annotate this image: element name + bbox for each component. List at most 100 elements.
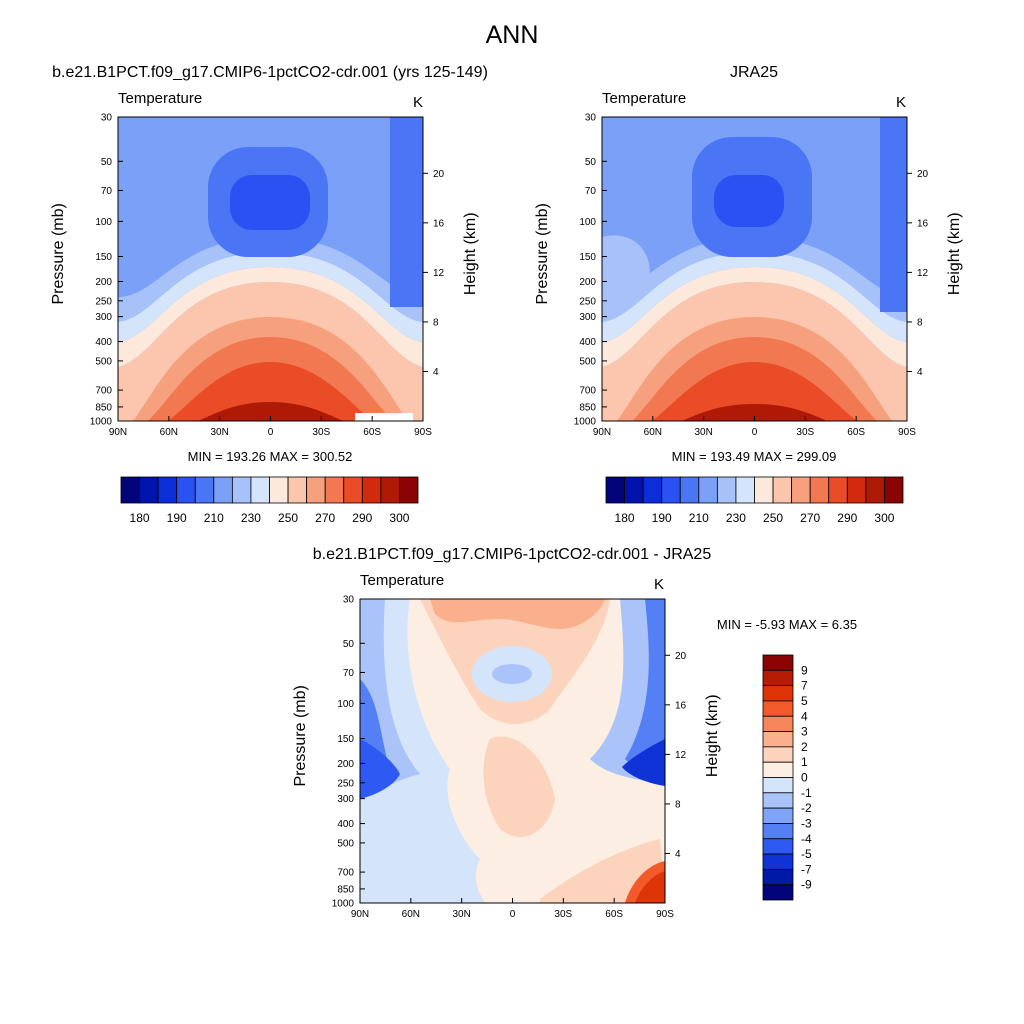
colorbar-box xyxy=(762,685,794,702)
colorbar-label: 1 xyxy=(801,755,808,769)
colorbar-label: 300 xyxy=(389,511,409,525)
colorbar-label: 230 xyxy=(726,511,746,525)
y-tick-label: 850 xyxy=(337,884,354,895)
x-tick-label: 30S xyxy=(312,427,330,438)
y2-tick-label: 4 xyxy=(433,367,439,378)
colorbar-box xyxy=(269,476,289,504)
minmax-label: MIN = 193.49 MAX = 299.09 xyxy=(672,449,837,464)
field-band xyxy=(118,237,423,322)
y-tick-label: 200 xyxy=(579,277,596,288)
colorbar-box xyxy=(762,761,794,778)
y2-tick-label: 8 xyxy=(675,799,681,810)
x-tick-label: 60S xyxy=(363,427,381,438)
colorbar-box xyxy=(624,476,644,504)
field-band xyxy=(602,252,907,342)
colorbar-box xyxy=(809,476,830,504)
colorbar-box xyxy=(828,476,848,504)
colorbar-box xyxy=(661,476,681,504)
colorbar-box xyxy=(865,476,885,504)
field-band xyxy=(652,362,857,421)
x-tick-label: 90N xyxy=(593,427,611,438)
colorbar-box xyxy=(762,807,794,824)
colorbar-label: 250 xyxy=(278,511,298,525)
colorbar-box xyxy=(380,476,400,504)
colorbar-label: 5 xyxy=(801,694,808,708)
colorbar-label: 270 xyxy=(800,511,820,525)
y-tick-label: 500 xyxy=(579,356,596,367)
y2-tick-label: 16 xyxy=(917,218,929,229)
colorbar-box xyxy=(884,476,904,504)
colorbar-box xyxy=(176,476,196,504)
panel-title: b.e21.B1PCT.f09_g17.CMIP6-1pctCO2-cdr.00… xyxy=(313,546,712,563)
y-tick-label: 300 xyxy=(95,312,112,323)
y2-tick-label: 4 xyxy=(675,849,681,860)
colorbar-label: -3 xyxy=(801,816,812,830)
panel-obs: JRA25 Temperature K MIN = 193.49 xyxy=(534,64,963,525)
y-tick-label: 100 xyxy=(337,699,354,710)
y-tick-label: 150 xyxy=(337,734,354,745)
y-tick-label: 1000 xyxy=(332,899,355,910)
colorbar-label: 230 xyxy=(241,511,261,525)
x-tick-label: 60N xyxy=(160,427,178,438)
y2-tick-label: 20 xyxy=(433,169,445,180)
y-tick-label: 30 xyxy=(101,113,113,124)
colorbar-label: -5 xyxy=(801,847,812,861)
y-tick-label: 50 xyxy=(343,639,355,650)
minmax-label: MIN = -5.93 MAX = 6.35 xyxy=(717,617,857,632)
colorbar-label: 300 xyxy=(874,511,894,525)
y-tick-label: 70 xyxy=(343,668,355,679)
colorbar-box xyxy=(762,731,794,748)
y2-axis-title: Height (km) xyxy=(946,212,963,295)
y-tick-label: 700 xyxy=(337,868,354,879)
colorbar-box xyxy=(762,654,794,671)
y-tick-label: 1000 xyxy=(90,417,113,428)
colorbar-box xyxy=(306,476,326,504)
colorbar-label: 190 xyxy=(167,511,187,525)
colorbar-box xyxy=(762,884,794,901)
colorbar-box xyxy=(762,853,794,870)
field-band xyxy=(714,175,784,227)
x-tick-label: 0 xyxy=(752,427,758,438)
colorbar-label: 9 xyxy=(801,663,808,677)
colorbar-label: -2 xyxy=(801,801,812,815)
y-tick-label: 250 xyxy=(579,296,596,307)
y-tick-label: 250 xyxy=(95,296,112,307)
x-tick-label: 90S xyxy=(414,427,432,438)
colorbar-label: 270 xyxy=(315,511,335,525)
y-tick-label: 30 xyxy=(585,113,597,124)
colorbar-label: -4 xyxy=(801,832,812,846)
field-band xyxy=(602,267,907,367)
y2-axis-title: Height (km) xyxy=(462,212,479,295)
field-band xyxy=(360,739,400,799)
y-tick-label: 250 xyxy=(337,778,354,789)
plot-area xyxy=(117,116,424,422)
colorbar-label: 180 xyxy=(615,511,635,525)
y-tick-label: 850 xyxy=(95,402,112,413)
plot-area xyxy=(359,598,666,904)
y-tick-label: 400 xyxy=(95,337,112,348)
plot-area xyxy=(601,116,908,422)
colorbar: 9 754 321 0-1-2-3 -4-5-7 -9 xyxy=(762,654,812,901)
field-band xyxy=(118,267,423,367)
colorbar-box xyxy=(762,669,794,687)
field-band xyxy=(430,599,605,629)
field-band xyxy=(168,362,373,421)
y-tick-label: 500 xyxy=(95,356,112,367)
colorbar-box xyxy=(762,746,794,763)
field-band xyxy=(198,402,343,421)
colorbar-label: -7 xyxy=(801,862,812,876)
x-tick-label: 90N xyxy=(109,427,127,438)
colorbar-label: 3 xyxy=(801,725,808,739)
colorbar-box xyxy=(762,868,794,886)
x-tick-label: 90S xyxy=(656,909,674,920)
colorbar-box xyxy=(231,476,252,504)
y2-tick-label: 12 xyxy=(917,268,929,279)
variable-label: Temperature xyxy=(118,90,202,107)
colorbar-box xyxy=(679,476,700,504)
x-tick-label: 30S xyxy=(554,909,572,920)
colorbar-label: 210 xyxy=(689,511,709,525)
colorbar-label: 190 xyxy=(652,511,672,525)
colorbar-label: 7 xyxy=(801,679,808,693)
y-axis-title: Pressure (mb) xyxy=(50,203,67,304)
